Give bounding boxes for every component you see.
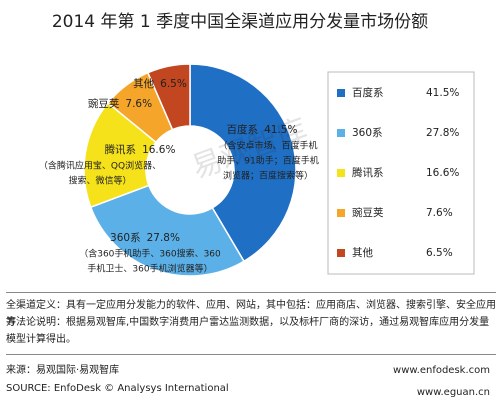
legend-value: 41.5%: [426, 87, 459, 99]
label-name: 其他: [133, 77, 154, 90]
slice: [189, 63, 297, 263]
label-value: 7.6%: [125, 98, 152, 110]
chart-title: 2014 年第 1 季度中国全渠道应用分发量市场份额: [52, 12, 428, 32]
source-en: SOURCE: EnfoDesk © Analysys Internationa…: [6, 383, 229, 394]
legend-swatch: [337, 129, 345, 137]
data-label: 其他 6.5%: [133, 77, 187, 90]
legend-name: 百度系: [352, 86, 384, 99]
annotation: 浏览器；百度搜索等）: [223, 170, 313, 182]
label-value: 6.5%: [160, 78, 187, 90]
data-label: 腾讯系 16.6%: [105, 143, 176, 156]
legend-frame: [327, 71, 475, 275]
slice: [146, 63, 191, 131]
legend-name: 360系: [352, 127, 383, 139]
annotation: 手机卫士、360手机浏览器等）: [87, 263, 212, 275]
label-value: 27.8%: [147, 232, 180, 244]
legend-swatch: [337, 169, 345, 177]
legend-swatch: [337, 89, 345, 97]
legend-value: 7.6%: [426, 207, 453, 219]
label-name: 豌豆荚: [88, 97, 120, 110]
label-value: 16.6%: [142, 144, 175, 156]
legend-name: 腾讯系: [352, 166, 384, 179]
annotation: 搜索、微信等）: [68, 175, 131, 187]
label-name: 百度系: [227, 123, 259, 136]
legend-value: 6.5%: [426, 247, 453, 259]
legend-name: 豌豆荚: [352, 206, 384, 219]
separator: [6, 354, 496, 355]
slice: [89, 184, 245, 277]
legend-name: 其他: [352, 246, 373, 259]
data-label: 360系 27.8%: [110, 232, 180, 244]
label-value: 41.5%: [264, 124, 297, 136]
annotation: 助手、91助手；百度手机: [217, 155, 318, 167]
site: www.enfodesk.com: [393, 365, 490, 376]
label-name: 腾讯系: [105, 143, 137, 156]
legend-swatch: [337, 209, 345, 217]
annotation: （含腾讯应用宝、QQ浏览器、: [39, 160, 161, 172]
method: 方法论说明：根据易观智库,中国数字消费用户雷达监测数据，以及标杆厂商的深访，通过…: [6, 317, 490, 345]
label-name: 360系: [110, 232, 141, 244]
annotation: （含360手机助手、360搜索、360: [79, 248, 221, 260]
legend-value: 16.6%: [426, 167, 459, 179]
source-cn: 来源：易观国际·易观智库: [6, 365, 120, 376]
data-label: 百度系 41.5%: [227, 123, 298, 136]
legend-value: 27.8%: [426, 127, 459, 139]
definition: 全渠道定义：具有一定应用分发能力的软件、应用、网站，其中包括：应用商店、浏览器、…: [6, 292, 496, 331]
annotation: （含安卓市场、百度手机: [218, 140, 317, 152]
legend-swatch: [337, 249, 345, 257]
data-label: 豌豆荚 7.6%: [88, 97, 152, 110]
site: www.eguan.cn: [416, 387, 490, 398]
